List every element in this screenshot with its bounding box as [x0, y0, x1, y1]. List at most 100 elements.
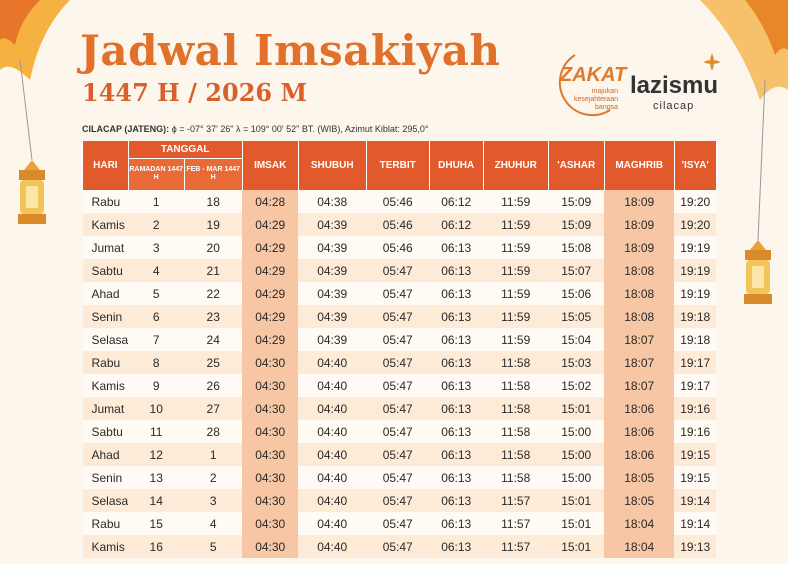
table-cell: 18:06 — [604, 443, 675, 466]
title: Jadwal Imsakiyah — [80, 26, 501, 75]
table-cell: 19 — [184, 213, 243, 236]
table-cell: 15:00 — [548, 420, 605, 443]
table-cell: 2 — [184, 466, 243, 489]
table-cell: 05:47 — [366, 374, 430, 397]
table-cell: 18:08 — [604, 282, 675, 305]
table-cell: 04:30 — [242, 351, 299, 374]
table-cell: Ahad — [82, 282, 129, 305]
table-row: Rabu 8 25 04:30 04:40 05:47 06:13 11:58 15:03 18:… — [82, 351, 717, 374]
table-cell: 04:28 — [242, 190, 299, 213]
table-cell: 04:30 — [242, 420, 299, 443]
table-cell: 04:38 — [298, 190, 367, 213]
header-cell: SHUBUH — [297, 141, 367, 190]
table-row: Kamis 16 5 04:30 04:40 05:47 06:13 11:57 15:01 18… — [82, 535, 717, 558]
table-cell: 15:01 — [548, 512, 605, 535]
table-cell: 19:13 — [674, 535, 717, 558]
table-cell: Ahad — [82, 443, 129, 466]
table-cell: 04:30 — [242, 512, 299, 535]
table-row: Sabtu 4 21 04:29 04:39 05:47 06:13 11:59 15:07 18… — [82, 259, 717, 282]
table-cell: 05:47 — [366, 420, 430, 443]
table-cell: 5 — [184, 535, 243, 558]
table-cell: 4 — [128, 259, 185, 282]
table-cell: 04:39 — [298, 259, 367, 282]
table-cell: 06:12 — [429, 190, 484, 213]
table-cell: 04:40 — [298, 535, 367, 558]
table-row: Rabu 1 18 04:28 04:38 05:46 06:12 11:59 15:09 18:… — [82, 190, 717, 213]
table-cell: 9 — [128, 374, 185, 397]
table-cell: Selasa — [82, 328, 129, 351]
table-cell: 28 — [184, 420, 243, 443]
table-cell: 05:46 — [366, 190, 430, 213]
table-cell: Rabu — [82, 512, 129, 535]
table-cell: 19:18 — [674, 305, 717, 328]
table-cell: 11:57 — [483, 512, 549, 535]
table-cell: 14 — [128, 489, 185, 512]
table-cell: 19:19 — [674, 236, 717, 259]
location-label: CILACAP (JATENG): — [82, 124, 170, 134]
table-cell: 23 — [184, 305, 243, 328]
table-cell: 5 — [128, 282, 185, 305]
table-cell: 18:07 — [604, 328, 675, 351]
table-cell: 15:01 — [548, 535, 605, 558]
table-cell: 04:40 — [298, 420, 367, 443]
table-cell: 11:59 — [483, 190, 549, 213]
table-cell: 25 — [184, 351, 243, 374]
table-cell: 11:58 — [483, 397, 549, 420]
table-row: Jumat 10 27 04:30 04:40 05:47 06:13 11:58 15:01 1… — [82, 397, 717, 420]
table-row: Jumat 3 20 04:29 04:39 05:46 06:13 11:59 15:08 18… — [82, 236, 717, 259]
table-cell: 05:47 — [366, 489, 430, 512]
table-cell: 05:47 — [366, 466, 430, 489]
subheader-cell: RAMADAN 1447 H — [127, 157, 185, 190]
table-cell: 19:20 — [674, 190, 717, 213]
table-cell: 15:00 — [548, 466, 605, 489]
table-cell: 06:12 — [429, 213, 484, 236]
subheader-cell: FEB - MAR 1447 H — [183, 157, 243, 190]
header-cell: 'ISYA' — [673, 141, 717, 190]
table-cell: 04:40 — [298, 512, 367, 535]
table-cell: 18:05 — [604, 489, 675, 512]
table-cell: 15:08 — [548, 236, 605, 259]
table-cell: 11:59 — [483, 236, 549, 259]
header-cell: TERBIT — [365, 141, 430, 190]
table-cell: 15:06 — [548, 282, 605, 305]
location: CILACAP (JATENG): ϕ = -07° 37' 26" λ = 1… — [82, 124, 428, 134]
table-cell: 04:40 — [298, 374, 367, 397]
table-cell: 06:13 — [429, 305, 484, 328]
table-cell: 12 — [128, 443, 185, 466]
table-cell: 19:14 — [674, 512, 717, 535]
table-cell: 18 — [184, 190, 243, 213]
table-cell: 15:03 — [548, 351, 605, 374]
table-cell: Sabtu — [82, 420, 129, 443]
table-cell: 05:47 — [366, 397, 430, 420]
table-row: Kamis 9 26 04:30 04:40 05:47 06:13 11:58 15:02 18… — [82, 374, 717, 397]
header-row: HARI TANGGAL IMSAK SHUBUH TERBIT DHUHA ZHUHUR '… — [82, 141, 717, 190]
table-cell: 04:39 — [298, 213, 367, 236]
table-cell: 15:09 — [548, 190, 605, 213]
table-cell: 18:09 — [604, 190, 675, 213]
zakat-tagline: majukan kesejahteraan bangsa — [574, 88, 618, 111]
table-cell: Senin — [82, 466, 129, 489]
table-cell: 15:02 — [548, 374, 605, 397]
table-cell: 04:39 — [298, 282, 367, 305]
table-cell: 04:40 — [298, 466, 367, 489]
table-cell: 19:15 — [674, 466, 717, 489]
org-city: cilacap — [653, 100, 695, 112]
table-cell: 04:40 — [298, 489, 367, 512]
table-cell: 11:59 — [483, 259, 549, 282]
table-cell: 11:59 — [483, 305, 549, 328]
table-cell: 18:06 — [604, 420, 675, 443]
table-cell: 19:19 — [674, 259, 717, 282]
table-cell: 04:30 — [242, 466, 299, 489]
table-cell: 04:39 — [298, 305, 367, 328]
table-cell: 05:47 — [366, 443, 430, 466]
subheader-row: RAMADAN 1447 H FEB - MAR 1447 H — [83, 157, 717, 190]
table-cell: 15:07 — [548, 259, 605, 282]
table-row: Ahad 5 22 04:29 04:39 05:47 06:13 11:59 15:06 18:… — [82, 282, 717, 305]
table-cell: 11:59 — [483, 213, 549, 236]
table-cell: 1 — [184, 443, 243, 466]
table-cell: 04:30 — [242, 397, 299, 420]
table-cell: 15:01 — [548, 489, 605, 512]
